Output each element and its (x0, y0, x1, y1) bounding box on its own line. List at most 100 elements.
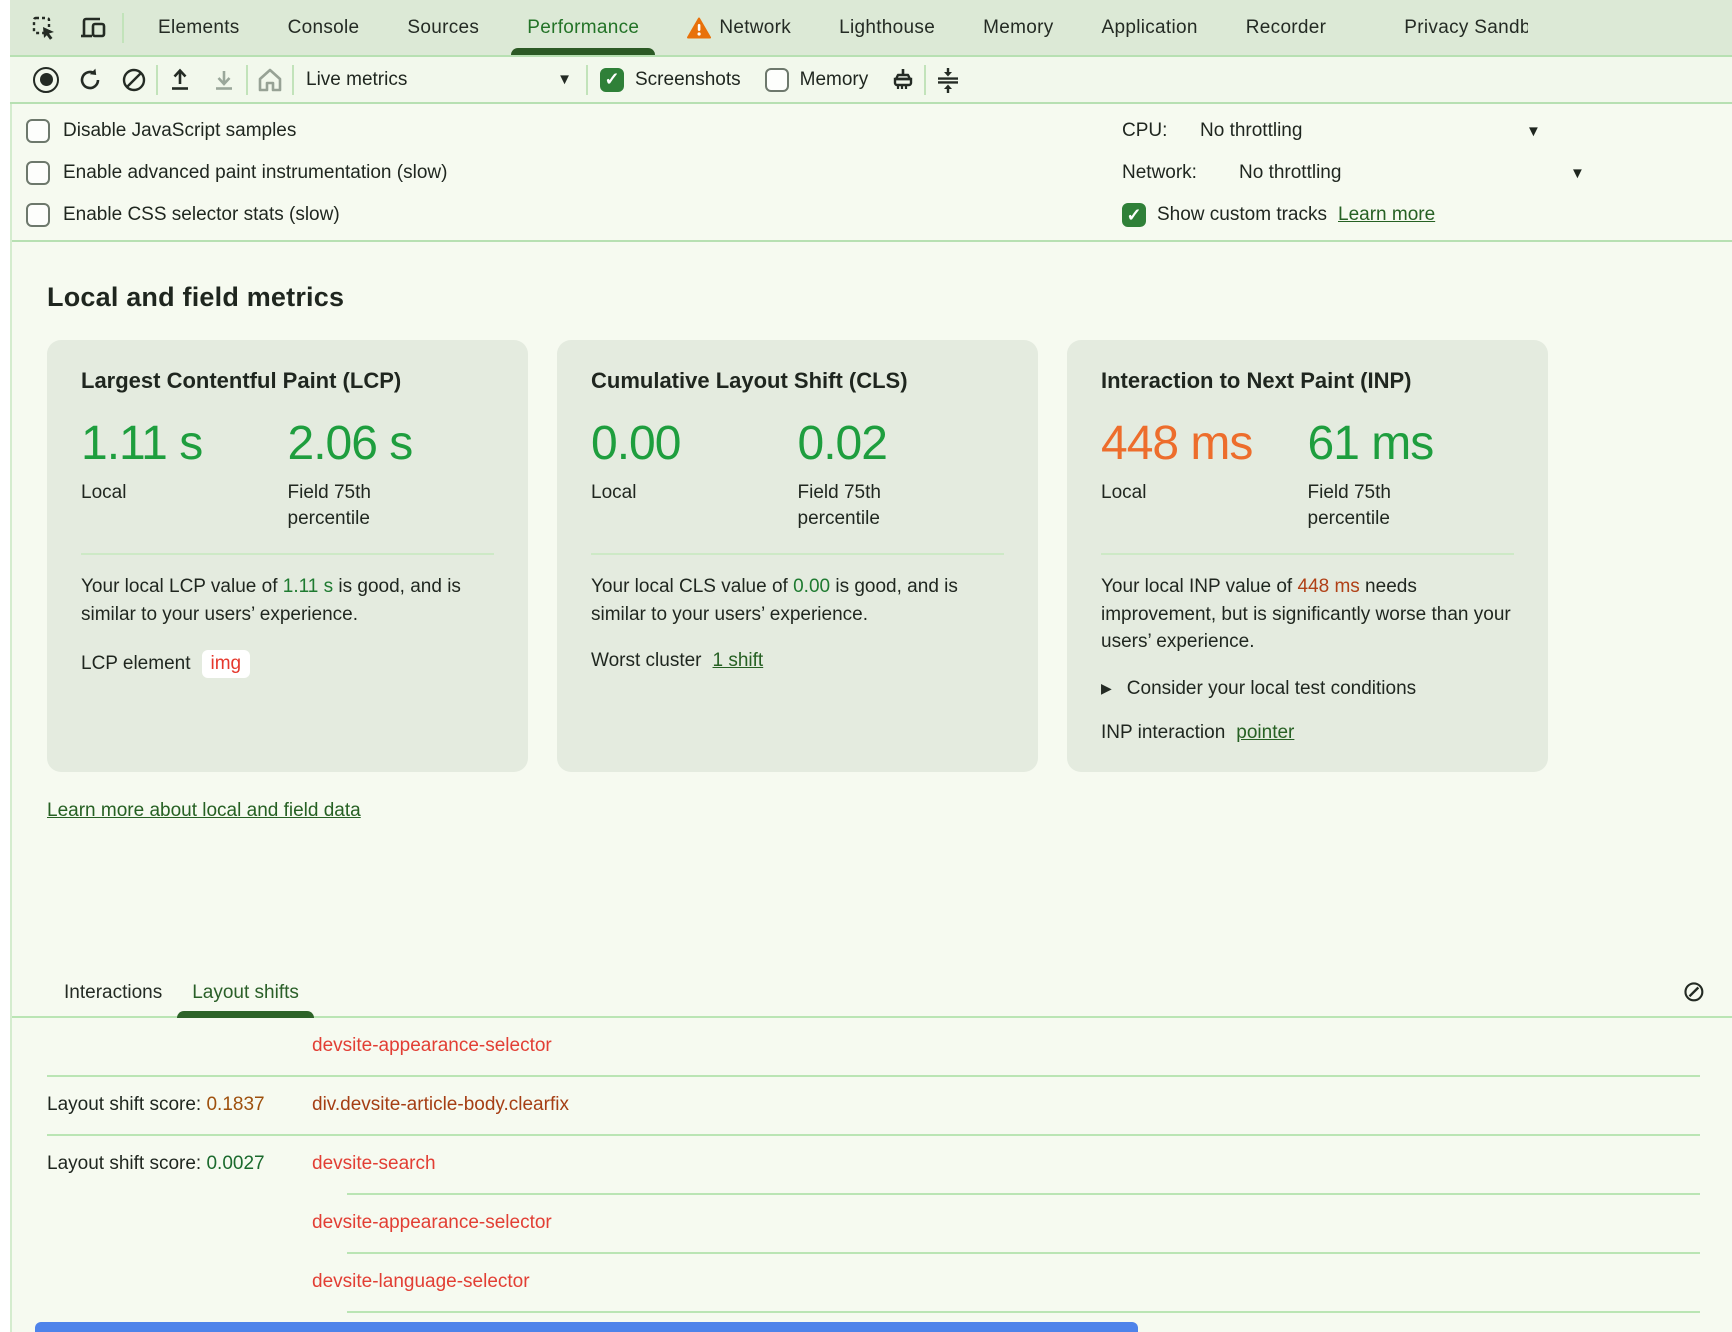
tab-application[interactable]: Application (1078, 0, 1222, 55)
disable-js-samples-row[interactable]: Disable JavaScript samples (26, 110, 1732, 152)
tab-label: Layout shifts (192, 981, 299, 1003)
score-label: Layout shift score: (47, 1153, 207, 1175)
record-icon[interactable] (24, 61, 68, 99)
memory-checkbox[interactable] (764, 67, 789, 92)
tab-interactions[interactable]: Interactions (49, 970, 177, 1016)
memory-label: Memory (799, 68, 869, 90)
screenshots-checkbox[interactable] (600, 67, 624, 92)
tab-console[interactable]: Console (264, 0, 384, 55)
worst-cluster-link[interactable]: 1 shift (712, 650, 764, 672)
inp-field-value-block: 61 ms Field 75th percentile (1308, 416, 1515, 531)
inp-local-value-block: 448 ms Local (1101, 416, 1308, 531)
capture-settings: Disable JavaScript samples Enable advanc… (12, 104, 1732, 242)
lcp-element-node-link[interactable]: img (201, 650, 251, 679)
lcp-values: 1.11 s Local 2.06 s Field 75th percentil… (81, 416, 494, 531)
warning-icon (687, 17, 712, 39)
home-live-metrics-icon[interactable] (248, 61, 292, 99)
score-value: 0.1837 (206, 1094, 265, 1116)
inp-local-value: 448 ms (1101, 417, 1253, 470)
cpu-throttling-select[interactable]: No throttling (1200, 120, 1303, 141)
cpu-throttling-row: CPU: No throttling ▼ (1122, 110, 1584, 152)
shift-element-link[interactable]: devsite-language-selector (312, 1271, 530, 1293)
tabbar-left-icons (22, 0, 134, 55)
inp-card-title: Interaction to Next Paint (INP) (1101, 368, 1412, 393)
desc-text: Your local CLS value of (591, 576, 794, 598)
css-selector-stats-row[interactable]: Enable CSS selector stats (slow) (26, 194, 1732, 236)
selected-row-highlight[interactable] (35, 1322, 1138, 1332)
custom-tracks-checkbox[interactable] (1122, 203, 1146, 227)
reload-record-icon[interactable] (68, 61, 112, 99)
metric-cards: Largest Contentful Paint (LCP) 1.11 s Lo… (47, 340, 1732, 772)
layout-shifts-table: devsite-appearance-selector Layout shift… (12, 1018, 1732, 1332)
tab-lighthouse[interactable]: Lighthouse (815, 0, 959, 55)
memory-checkbox-row[interactable]: Memory (753, 67, 881, 92)
inp-values: 448 ms Local 61 ms Field 75th percentile (1101, 416, 1514, 531)
lcp-field-label: Field 75th percentile (287, 482, 371, 529)
lcp-local-value-block: 1.11 s Local (81, 416, 288, 531)
desc-text: Your local INP value of (1101, 576, 1298, 598)
custom-tracks-row: Show custom tracks Learn more (1122, 194, 1584, 236)
tab-privacy-sandbox[interactable]: Privacy Sandbox (1380, 0, 1552, 55)
history-select[interactable]: Live metrics ▼ (294, 61, 586, 99)
collect-garbage-icon[interactable] (880, 61, 924, 99)
chevron-down-icon[interactable]: ▼ (1570, 165, 1585, 182)
row-divider (47, 1074, 1700, 1077)
table-row: devsite-appearance-selector (12, 1018, 1732, 1075)
card-divider (81, 553, 494, 556)
tab-label: Application (1101, 16, 1198, 38)
download-profile-icon[interactable] (202, 61, 246, 99)
tab-sources[interactable]: Sources (383, 0, 503, 55)
lcp-description: Your local LCP value of 1.11 s is good, … (81, 573, 494, 628)
tab-memory[interactable]: Memory (959, 0, 1077, 55)
inp-field-label: Field 75th percentile (1307, 482, 1391, 529)
upload-profile-icon[interactable] (158, 61, 202, 99)
tab-label: Recorder (1245, 16, 1327, 38)
shift-element-link[interactable]: devsite-appearance-selector (312, 1035, 552, 1057)
device-toolbar-icon[interactable] (72, 7, 116, 49)
advanced-paint-checkbox[interactable] (26, 161, 50, 185)
cls-field-value-block: 0.02 Field 75th percentile (798, 416, 1005, 531)
learn-more-field-data-link[interactable]: Learn more about local and field data (47, 799, 361, 821)
lcp-local-label: Local (81, 482, 127, 503)
inp-local-label: Local (1101, 482, 1147, 503)
desc-text: is good, and is similar to your users’ e… (591, 576, 958, 625)
tab-label: Console (287, 16, 360, 38)
card-divider (1101, 553, 1514, 556)
lcp-element-label: LCP element (81, 653, 191, 675)
local-test-conditions-disclosure[interactable]: ▶ Consider your local test conditions (1101, 678, 1514, 700)
tab-performance[interactable]: Performance (503, 0, 663, 55)
css-selector-stats-checkbox[interactable] (26, 203, 50, 227)
cls-card-title: Cumulative Layout Shift (CLS) (591, 368, 908, 393)
desc-text: Your local LCP value of (81, 576, 283, 598)
cpu-label: CPU: (1122, 120, 1168, 141)
cls-card: Cumulative Layout Shift (CLS) 0.00 Local… (557, 340, 1038, 772)
tab-label: Lighthouse (839, 16, 936, 38)
shift-element-link[interactable]: div.devsite-article-body.clearfix (312, 1094, 569, 1116)
shift-score-cell: Layout shift score: 0.1837 (12, 1094, 312, 1116)
lcp-local-value: 1.11 s (81, 417, 203, 470)
chevron-down-icon[interactable]: ▼ (1526, 123, 1541, 140)
tab-label: Performance (527, 16, 640, 38)
lcp-field-value-block: 2.06 s Field 75th percentile (288, 416, 495, 531)
inp-interaction-link[interactable]: pointer (1236, 721, 1295, 743)
network-throttling-select[interactable]: No throttling (1239, 162, 1342, 183)
shift-element-link[interactable]: devsite-search (312, 1153, 436, 1175)
tab-recorder[interactable]: Recorder (1222, 0, 1351, 55)
custom-tracks-label: Show custom tracks (1157, 204, 1327, 225)
advanced-paint-row[interactable]: Enable advanced paint instrumentation (s… (26, 152, 1732, 194)
tab-layout-shifts[interactable]: Layout shifts (177, 970, 314, 1018)
tab-elements[interactable]: Elements (134, 0, 264, 55)
learn-more-link[interactable]: Learn more (1338, 204, 1436, 225)
checkbox-label: Enable advanced paint instrumentation (s… (63, 162, 448, 183)
disable-js-samples-checkbox[interactable] (26, 119, 50, 143)
shift-element-link[interactable]: devsite-appearance-selector (312, 1212, 552, 1234)
inspect-element-icon[interactable] (22, 7, 66, 49)
screenshots-checkbox-row[interactable]: Screenshots (588, 67, 753, 92)
clear-log-icon[interactable]: ⊘ (1681, 975, 1706, 1008)
clear-icon[interactable] (112, 61, 156, 99)
cls-worst-cluster-row: Worst cluster 1 shift (591, 650, 1004, 672)
tab-network[interactable]: Network (663, 0, 815, 55)
collapse-panel-icon[interactable] (926, 61, 970, 99)
inp-field-value: 61 ms (1307, 417, 1435, 470)
